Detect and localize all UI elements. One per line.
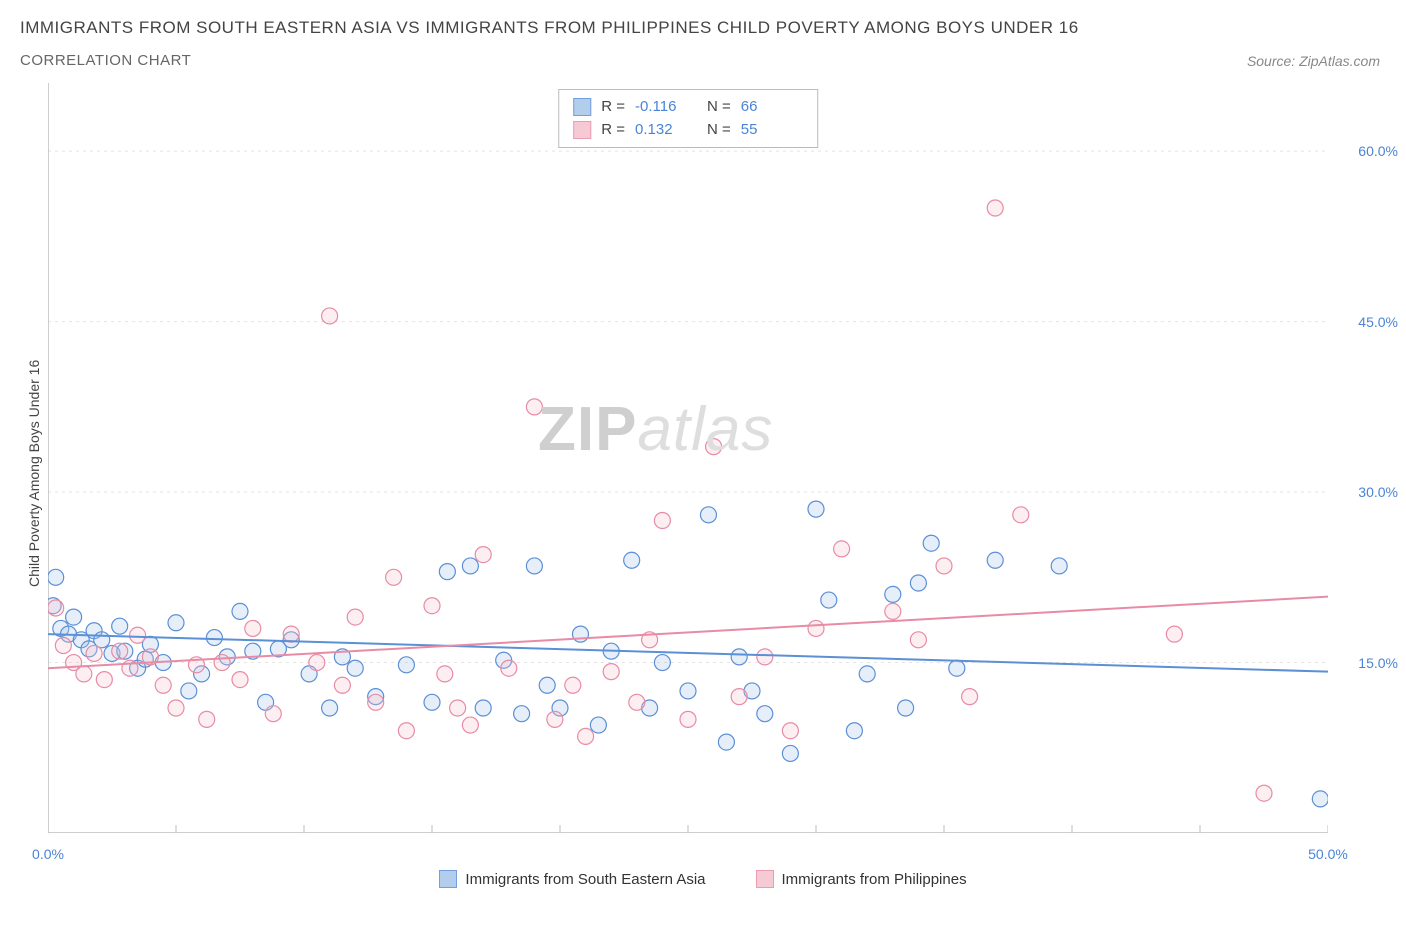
y-tick-label: 60.0% (1358, 143, 1398, 159)
page-subtitle: CORRELATION CHART (20, 52, 191, 69)
series-legend: Immigrants from South Eastern Asia Immig… (20, 870, 1386, 888)
page-title: IMMIGRANTS FROM SOUTH EASTERN ASIA VS IM… (20, 18, 1380, 38)
chart-canvas (48, 83, 1328, 833)
legend-swatch-a (573, 98, 591, 116)
y-tick-label: 30.0% (1358, 484, 1398, 500)
legend-label-a: Immigrants from South Eastern Asia (465, 871, 705, 888)
legend-swatch-a (439, 870, 457, 888)
legend-label-b: Immigrants from Philippines (782, 871, 967, 888)
legend-swatch-b (756, 870, 774, 888)
scatter-chart: R = -0.116 N = 66 R = 0.132 N = 55 ZIPat… (48, 83, 1328, 838)
source-attribution: Source: ZipAtlas.com (1247, 53, 1380, 69)
correlation-legend: R = -0.116 N = 66 R = 0.132 N = 55 (558, 89, 818, 148)
y-axis-label: Child Poverty Among Boys Under 16 (20, 163, 48, 783)
y-tick-label: 45.0% (1358, 314, 1398, 330)
x-tick-label: 0.0% (32, 846, 64, 862)
legend-swatch-b (573, 121, 591, 139)
x-tick-label: 50.0% (1308, 846, 1348, 862)
y-tick-label: 15.0% (1358, 655, 1398, 671)
